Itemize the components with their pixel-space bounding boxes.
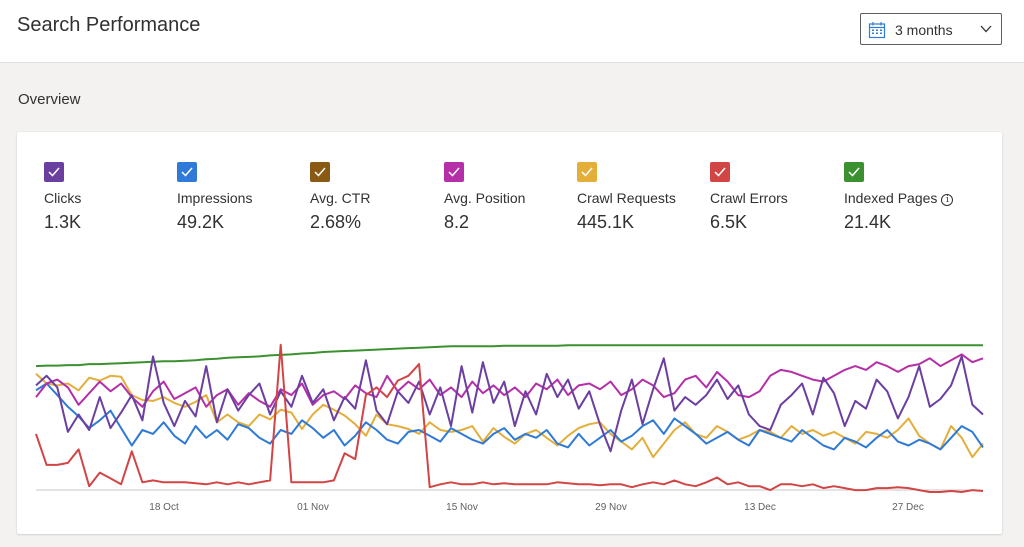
- date-range-dropdown[interactable]: 3 months: [860, 13, 1002, 45]
- date-range-value: 3 months: [895, 22, 953, 38]
- metric-label: Avg. Position: [444, 190, 526, 206]
- checkmark-icon: [581, 167, 593, 177]
- metric-value: 8.2: [444, 212, 470, 232]
- metric-value: 21.4K: [844, 212, 892, 232]
- performance-chart: 18 Oct 01 Nov 15 Nov 29 Nov 13 Dec 27 Dec: [35, 343, 984, 513]
- metric-impressions[interactable]: Impressions 49.2K: [177, 162, 307, 233]
- series-line-clicks: [35, 355, 984, 453]
- checkbox-avg-position[interactable]: [444, 162, 464, 182]
- metric-label: Indexed Pages: [844, 190, 938, 206]
- metric-value: 1.3K: [44, 212, 82, 232]
- overview-card: Clicks 1.3K Impressions 49.2K Avg. CTR 2…: [17, 132, 1002, 534]
- checkbox-clicks[interactable]: [44, 162, 64, 182]
- metric-label: Crawl Errors: [710, 190, 788, 206]
- checkbox-indexed-pages[interactable]: [844, 162, 864, 182]
- series-line-impressions: [35, 382, 984, 451]
- metric-crawl-errors[interactable]: Crawl Errors 6.5K: [710, 162, 840, 233]
- checkbox-crawl-requests[interactable]: [577, 162, 597, 182]
- metric-label: Clicks: [44, 190, 82, 206]
- checkmark-icon: [181, 167, 193, 177]
- info-icon[interactable]: i: [941, 194, 954, 206]
- metric-avg-ctr[interactable]: Avg. CTR 2.68%: [310, 162, 440, 233]
- checkbox-avg-ctr[interactable]: [310, 162, 330, 182]
- checkmark-icon: [314, 167, 326, 177]
- metric-value: 49.2K: [177, 212, 225, 232]
- x-tick-label: 15 Nov: [446, 502, 478, 513]
- metric-label: Crawl Requests: [577, 190, 676, 206]
- chevron-down-icon: [980, 25, 992, 33]
- checkmark-icon: [448, 167, 460, 177]
- checkmark-icon: [848, 167, 860, 177]
- series-line-indexed-pages: [35, 344, 983, 368]
- metric-label: Impressions: [177, 190, 253, 206]
- checkmark-icon: [714, 167, 726, 177]
- x-tick-label: 13 Dec: [744, 502, 776, 513]
- top-bar: Search Performance 3 months: [0, 0, 1024, 63]
- metric-crawl-requests[interactable]: Crawl Requests 445.1K: [577, 162, 707, 233]
- x-tick-label: 01 Nov: [297, 502, 329, 513]
- metric-value: 6.5K: [710, 212, 748, 232]
- checkbox-impressions[interactable]: [177, 162, 197, 182]
- section-title: Overview: [18, 91, 81, 108]
- page-title: Search Performance: [17, 14, 201, 36]
- checkmark-icon: [48, 167, 60, 177]
- metric-value: 445.1K: [577, 212, 635, 232]
- series-line-avg-position: [35, 353, 984, 408]
- x-tick-label: 27 Dec: [892, 502, 924, 513]
- x-tick-label: 29 Nov: [595, 502, 627, 513]
- series-line-crawl-errors: [35, 343, 984, 493]
- x-tick-label: 18 Oct: [149, 502, 179, 513]
- series-line-crawl-requests: [35, 373, 984, 459]
- metric-clicks[interactable]: Clicks 1.3K: [44, 162, 174, 233]
- metric-avg-position[interactable]: Avg. Position 8.2: [444, 162, 574, 233]
- metric-value: 2.68%: [310, 212, 362, 232]
- checkbox-crawl-errors[interactable]: [710, 162, 730, 182]
- metric-label-row: Indexed Pages i: [844, 190, 974, 206]
- metric-label: Avg. CTR: [310, 190, 371, 206]
- calendar-icon: [868, 22, 886, 39]
- metric-indexed-pages[interactable]: Indexed Pages i 21.4K: [844, 162, 974, 233]
